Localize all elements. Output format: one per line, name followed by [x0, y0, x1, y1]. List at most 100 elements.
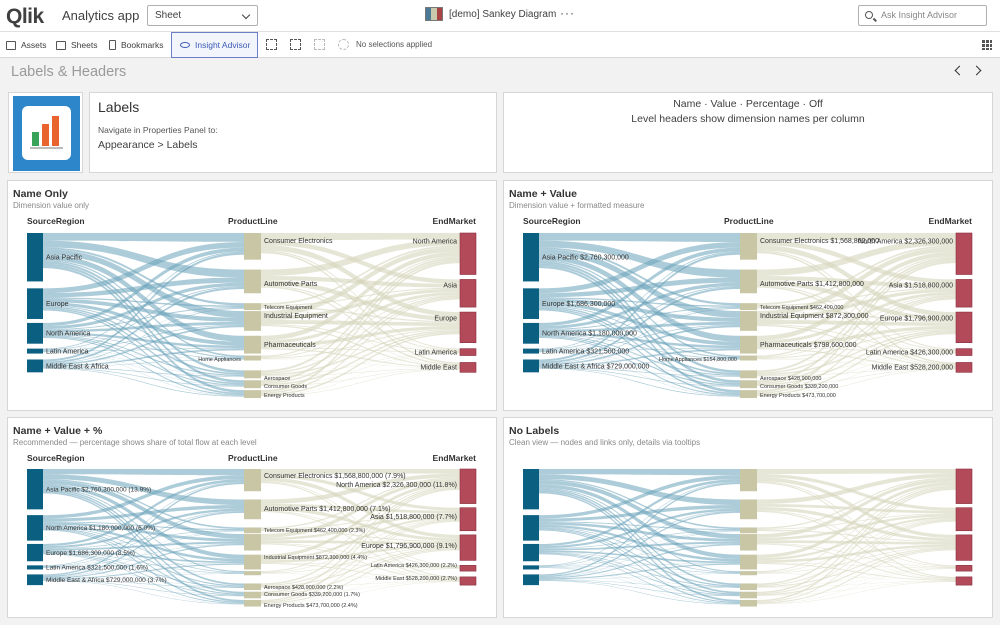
sankey-link[interactable] [539, 469, 740, 476]
sankey-link[interactable] [757, 288, 956, 321]
sankey-node-product[interactable] [244, 233, 261, 260]
sankey-link[interactable] [43, 511, 244, 578]
sankey-link[interactable] [539, 307, 740, 351]
sankey-link[interactable] [43, 550, 244, 564]
sankey-link[interactable] [539, 249, 740, 318]
sankey-link[interactable] [261, 568, 460, 588]
sankey-link[interactable] [539, 563, 740, 580]
document-title[interactable]: [demo] Sankey Diagram [425, 7, 556, 21]
sankey-link[interactable] [261, 547, 460, 588]
sankey-link[interactable] [539, 563, 740, 568]
sankey-node-product[interactable] [740, 311, 757, 331]
sankey-node-market[interactable] [459, 362, 477, 373]
sankey-link[interactable] [43, 240, 244, 278]
sankey-link[interactable] [539, 553, 740, 604]
sankey-link[interactable] [757, 518, 956, 586]
sankey-link[interactable] [261, 481, 460, 578]
sankey-chart[interactable]: SourceRegion ProductLine EndMarket Asia Pac… [7, 212, 497, 408]
sankey-link[interactable] [261, 330, 460, 376]
sankey-link[interactable] [261, 581, 460, 605]
sankey-link[interactable] [261, 347, 460, 353]
sankey-link[interactable] [539, 480, 740, 539]
sankey-link[interactable] [261, 307, 460, 351]
sankey-link[interactable] [757, 353, 956, 396]
sankey-link[interactable] [757, 573, 956, 581]
sankey-link[interactable] [539, 530, 740, 567]
sankey-link[interactable] [757, 488, 956, 602]
sankey-link[interactable] [43, 563, 244, 580]
sankey-link[interactable] [43, 544, 244, 579]
sankey-link[interactable] [757, 369, 956, 397]
sankey-link[interactable] [43, 351, 244, 360]
sankey-link[interactable] [261, 478, 460, 538]
sankey-link[interactable] [539, 367, 740, 377]
sankey-link[interactable] [757, 568, 956, 574]
sankey-node-product[interactable] [740, 380, 757, 389]
sankey-link[interactable] [43, 522, 244, 542]
sankey-link[interactable] [757, 474, 956, 511]
sankey-link[interactable] [261, 280, 460, 322]
sankey-node-market[interactable] [459, 565, 477, 572]
sankey-link[interactable] [539, 334, 740, 359]
sankey-link[interactable] [261, 518, 460, 586]
sankey-link[interactable] [43, 321, 244, 333]
sankey-link[interactable] [757, 240, 956, 284]
sankey-link[interactable] [261, 320, 460, 326]
sankey-link[interactable] [43, 567, 244, 574]
sankey-node-source[interactable] [523, 288, 539, 319]
sankey-node-market[interactable] [459, 348, 477, 356]
sankey-link[interactable] [261, 487, 460, 594]
sankey-link[interactable] [43, 368, 244, 397]
sankey-link[interactable] [539, 348, 740, 367]
sankey-link[interactable] [757, 568, 956, 604]
sankey-node-source[interactable] [27, 574, 43, 586]
sankey-link[interactable] [261, 520, 460, 603]
sankey-link[interactable] [539, 367, 740, 387]
sankey-link[interactable] [43, 529, 244, 603]
sankey-link[interactable] [43, 573, 244, 580]
sankey-link[interactable] [43, 474, 244, 506]
sankey-link[interactable] [539, 247, 740, 306]
sankey-link[interactable] [539, 530, 740, 549]
sankey-node-product[interactable] [740, 269, 757, 294]
sankey-node-product[interactable] [740, 599, 757, 607]
sankey-link[interactable] [261, 240, 460, 284]
sankey-node-product[interactable] [244, 591, 261, 599]
sankey-link[interactable] [757, 368, 956, 377]
sankey-link[interactable] [757, 581, 956, 605]
sankey-link[interactable] [43, 510, 244, 567]
sankey-link[interactable] [757, 469, 956, 475]
sankey-node-product[interactable] [244, 499, 261, 520]
sankey-link[interactable] [757, 261, 956, 393]
sankey-link[interactable] [757, 519, 956, 595]
sankey-link[interactable] [539, 297, 740, 307]
sankey-link[interactable] [261, 544, 460, 563]
sankey-node-market[interactable] [955, 311, 973, 343]
sankey-node-product[interactable] [244, 311, 261, 331]
sankey-chart[interactable]: SourceRegion ProductLine EndMarket Asia Pac… [503, 212, 993, 408]
sankey-link[interactable] [757, 543, 956, 568]
sankey-link[interactable] [757, 259, 956, 383]
sankey-link[interactable] [261, 291, 460, 344]
sankey-node-market[interactable] [459, 576, 477, 586]
sankey-link[interactable] [43, 241, 244, 294]
sankey-node-product[interactable] [740, 534, 757, 551]
sankey-node-market[interactable] [955, 279, 973, 308]
sankey-link[interactable] [539, 521, 740, 531]
sankey-node-source[interactable] [27, 322, 43, 344]
sankey-link[interactable] [261, 298, 460, 394]
sankey-link[interactable] [261, 519, 460, 595]
sankey-link[interactable] [43, 567, 244, 596]
sankey-link[interactable] [261, 256, 460, 357]
sankey-link[interactable] [261, 352, 460, 386]
sankey-chart[interactable]: SourceRegion ProductLine EndMarket Asia Pac… [7, 449, 497, 615]
sankey-link[interactable] [261, 352, 460, 359]
sankey-node-source[interactable] [523, 565, 539, 570]
sankey-link[interactable] [43, 580, 244, 597]
sankey-link[interactable] [539, 324, 740, 351]
sankey-link[interactable] [757, 485, 956, 573]
sankey-link[interactable] [261, 353, 460, 396]
sankey-node-product[interactable] [244, 269, 261, 294]
sankey-link[interactable] [43, 252, 244, 362]
sankey-node-source[interactable] [27, 233, 43, 282]
